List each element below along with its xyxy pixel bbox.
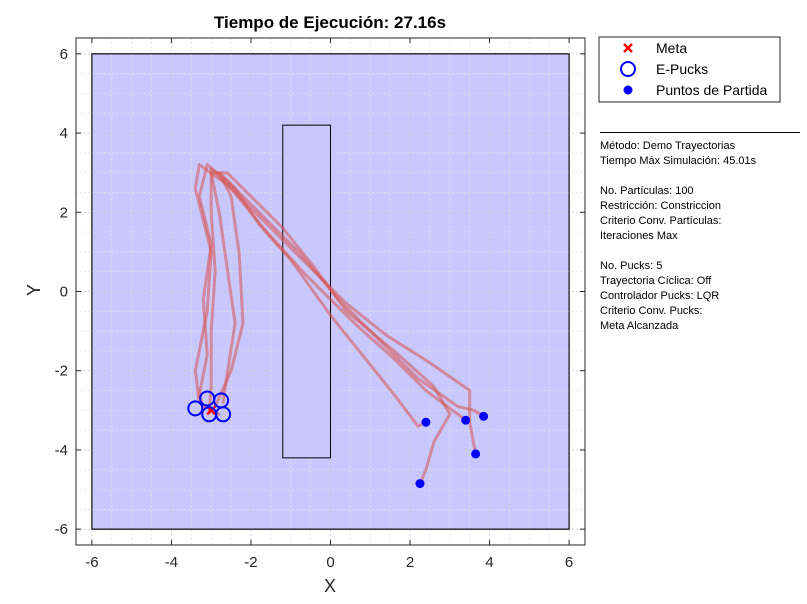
legend-marker-3 bbox=[623, 85, 633, 95]
info-line bbox=[600, 169, 800, 184]
y-tick-label: 6 bbox=[60, 46, 68, 63]
info-line: Criterio Conv. Pucks: bbox=[600, 305, 703, 317]
legend-label-3: Puntos de Partida bbox=[656, 82, 768, 98]
x-tick-label: 2 bbox=[406, 554, 414, 571]
y-tick-label: -6 bbox=[55, 521, 68, 538]
point-5 bbox=[415, 479, 425, 489]
legend: Meta E-Pucks Puntos de Partida bbox=[598, 36, 781, 103]
point-2 bbox=[461, 415, 471, 425]
x-tick-label: -6 bbox=[85, 554, 98, 571]
x-tick-label: 6 bbox=[565, 554, 573, 571]
point-3 bbox=[479, 411, 489, 421]
point-4 bbox=[471, 449, 481, 459]
x-tick-label: -4 bbox=[165, 554, 178, 571]
legend-marker-1 bbox=[623, 43, 633, 53]
ticks: -6 -4 -2 0 2 4 6 -6 -4 -2 0 2 4 6 bbox=[55, 38, 585, 571]
simulation-info-panel: Método: Demo Trayectorias Tiempo Máx Simu… bbox=[600, 132, 800, 334]
y-tick-label: -4 bbox=[55, 442, 68, 459]
trajectory-4 bbox=[193, 163, 478, 456]
info-line: Restricción: Constriccion bbox=[600, 200, 722, 212]
x-axis-label: X bbox=[324, 576, 336, 596]
x-tick-label: 4 bbox=[485, 554, 493, 571]
info-line: Meta Alcanzada bbox=[600, 320, 679, 332]
info-line: Controlador Pucks: LQR bbox=[600, 290, 720, 302]
info-line: No. Partículas: 100 bbox=[600, 185, 694, 197]
x-tick-label: -2 bbox=[244, 554, 257, 571]
trajectory-5 bbox=[209, 171, 452, 486]
y-axis-label: Y bbox=[24, 284, 44, 296]
series-e-pucks bbox=[187, 390, 232, 423]
y-tick-label: 4 bbox=[60, 125, 68, 142]
x-tick-label: 0 bbox=[326, 554, 334, 571]
legend-label-2: E-Pucks bbox=[656, 61, 708, 77]
plot-area: -6 -4 -2 0 2 4 6 -6 -4 -2 0 2 4 6 bbox=[55, 37, 586, 571]
y-tick-label: -2 bbox=[55, 363, 68, 380]
y-tick-label: 2 bbox=[60, 204, 68, 221]
info-line: Tiempo Máx Simulación: 45.01s bbox=[600, 155, 757, 167]
point-1 bbox=[421, 417, 431, 427]
y-tick-label: 0 bbox=[60, 284, 68, 301]
info-line: Método: Demo Trayectorias bbox=[600, 140, 736, 152]
info-line: Criterio Conv. Partículas: bbox=[600, 215, 722, 227]
trajectory-2 bbox=[207, 167, 468, 422]
info-line: Trayectoria Cíclica: Off bbox=[600, 275, 712, 287]
trajectories bbox=[193, 163, 486, 486]
legend-label-1: Meta bbox=[656, 40, 687, 56]
chart-title: Tiempo de Ejecución: 27.16s bbox=[214, 13, 446, 32]
legend-marker-2 bbox=[620, 61, 636, 77]
point-5 bbox=[215, 406, 232, 423]
point-1 bbox=[187, 400, 204, 417]
series-puntos-de-partida bbox=[415, 411, 489, 489]
arena-border bbox=[91, 53, 570, 530]
info-line: Iteraciones Max bbox=[600, 230, 678, 242]
info-line: No. Pucks: 5 bbox=[600, 260, 663, 272]
info-line bbox=[600, 244, 800, 259]
